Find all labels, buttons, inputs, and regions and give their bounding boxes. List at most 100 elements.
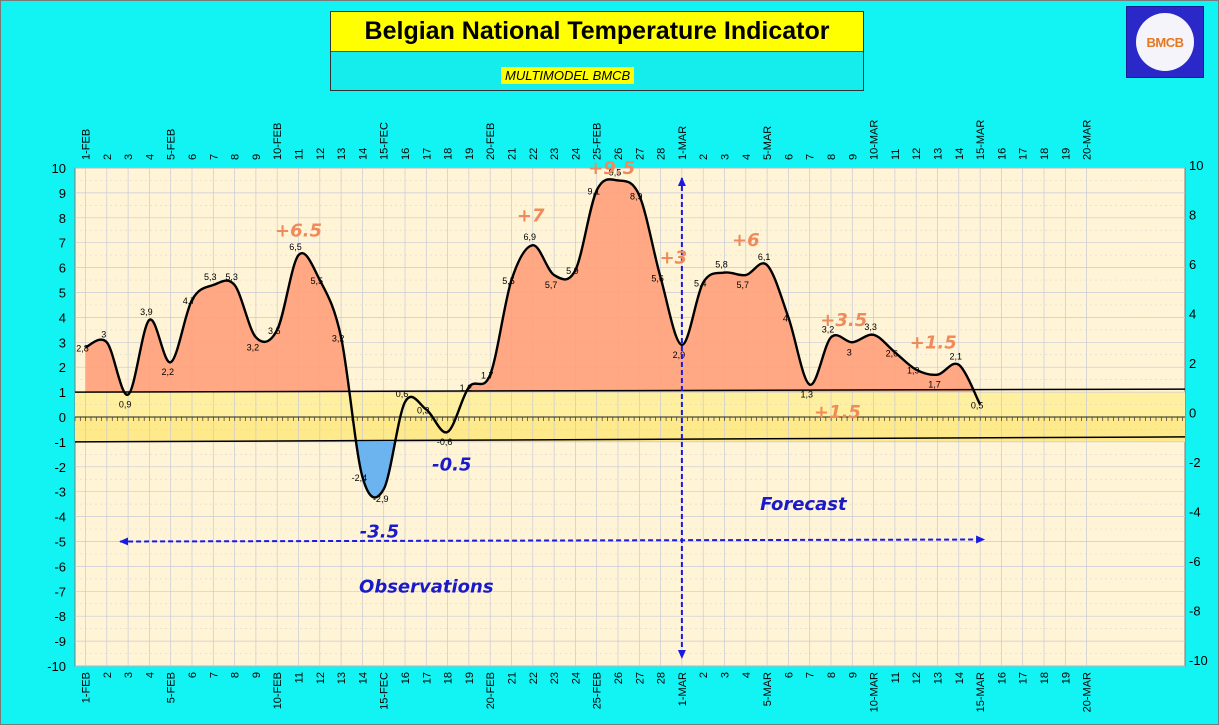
x-tick-label-bottom: 20-MAR (1082, 672, 1094, 712)
data-label: 5,9 (566, 266, 579, 276)
data-label: -2,9 (373, 494, 389, 504)
x-tick-label-bottom: 16 (996, 672, 1008, 684)
data-label: 6,5 (289, 242, 302, 252)
data-label: 1,9 (907, 366, 920, 376)
bmcb-logo: BMCB (1126, 6, 1204, 78)
x-tick-label-top: 16 (996, 148, 1008, 160)
data-label: 1,7 (481, 371, 494, 381)
x-tick-label-top: 20-MAR (1082, 120, 1094, 160)
data-label: 1,7 (928, 380, 941, 390)
data-label: 3,2 (332, 333, 345, 343)
chart-title: Belgian National Temperature Indicator (364, 17, 830, 45)
y-tick-label-left: -10 (47, 659, 66, 674)
x-tick-label-top: 8 (230, 154, 242, 160)
x-tick-label-top: 1-FEB (81, 129, 93, 160)
title-box: Belgian National Temperature Indicator M… (330, 11, 864, 91)
x-tick-label-top: 1-MAR (677, 126, 689, 160)
x-tick-label-bottom: 18 (443, 672, 455, 684)
chart-subtitle: MULTIMODEL BMCB (501, 67, 635, 84)
data-label: -2,4 (352, 473, 368, 483)
x-tick-label-bottom: 3 (123, 672, 135, 678)
x-tick-label-top: 7 (805, 154, 817, 160)
x-tick-label-bottom: 4 (741, 672, 753, 678)
x-tick-label-bottom: 1-FEB (81, 672, 93, 703)
x-tick-label-bottom: 27 (634, 672, 646, 684)
annotation-label: Observations (359, 576, 494, 597)
x-tick-label-top: 7 (208, 154, 220, 160)
x-tick-label-bottom: 21 (507, 672, 519, 684)
x-tick-label-bottom: 15-FEC (379, 672, 391, 710)
x-tick-label-bottom: 6 (783, 672, 795, 678)
data-label: 6,9 (524, 232, 537, 242)
logo-circle: BMCB (1136, 13, 1194, 71)
x-tick-label-bottom: 9 (847, 672, 859, 678)
annotation-label: +6.5 (275, 220, 322, 241)
y-tick-label-left: -8 (54, 609, 66, 624)
x-tick-label-bottom: 28 (656, 672, 668, 684)
x-tick-label-top: 22 (528, 148, 540, 160)
x-tick-label-top: 27 (634, 148, 646, 160)
x-axis-bottom: 1-FEB 2 3 4 5-FEB 6 7 8 9 10-FEB 11 12 13 14 15-FEC 16 1… (81, 672, 1094, 712)
x-tick-label-top: 4 (741, 154, 753, 160)
y-tick-label-left: 10 (52, 161, 66, 176)
y-tick-label-left: 1 (59, 385, 66, 400)
x-tick-label-top: 13 (336, 148, 348, 160)
x-tick-label-bottom: 2 (102, 672, 114, 678)
y-tick-label-left: -3 (54, 485, 66, 500)
annotation-label: +1.5 (910, 332, 957, 353)
x-tick-label-top: 28 (656, 148, 668, 160)
x-tick-label-top: 2 (102, 154, 114, 160)
x-tick-label-bottom: 19 (464, 672, 476, 684)
x-tick-label-top: 14 (357, 148, 369, 160)
y-tick-label-left: 4 (59, 310, 66, 325)
x-tick-label-top: 3 (720, 154, 732, 160)
data-label: 0,9 (119, 400, 132, 410)
data-label: 3,9 (140, 307, 153, 317)
x-tick-label-top: 18 (443, 148, 455, 160)
x-tick-label-top: 4 (144, 154, 156, 160)
x-tick-label-top: 15-FEC (379, 122, 391, 160)
x-tick-label-top: 18 (1039, 148, 1051, 160)
y-tick-label-left: -6 (54, 559, 66, 574)
data-label: 0,6 (396, 389, 409, 399)
x-tick-label-bottom: 17 (421, 672, 433, 684)
temperature-curve (84, 178, 982, 499)
x-tick-label-top: 15-MAR (975, 120, 987, 160)
x-tick-label-top: 12 (315, 148, 327, 160)
y-tick-label-right: 4 (1189, 307, 1196, 322)
data-label: 3 (847, 347, 852, 357)
x-tick-label-top: 16 (400, 148, 412, 160)
data-label: 5,3 (225, 272, 238, 282)
x-tick-label-bottom: 11 (294, 672, 306, 683)
title-band: Belgian National Temperature Indicator (331, 12, 863, 52)
x-tick-label-top: 17 (421, 148, 433, 160)
x-tick-label-top: 21 (507, 148, 519, 160)
x-tick-label-bottom: 26 (613, 672, 625, 684)
x-tick-label-bottom: 20-FEB (485, 672, 497, 709)
data-label: 4 (783, 313, 788, 323)
x-tick-label-top: 11 (890, 149, 902, 160)
y-tick-label-right: -2 (1189, 455, 1201, 470)
x-tick-label-bottom: 5-FEB (166, 672, 178, 703)
data-label: 3,3 (864, 322, 877, 332)
annotation-label: -0.5 (432, 454, 471, 475)
x-tick-label-bottom: 6 (187, 672, 199, 678)
x-tick-label-top: 5-MAR (762, 126, 774, 160)
y-tick-label-left: -5 (54, 535, 66, 550)
data-label: 4,7 (183, 296, 196, 306)
x-tick-label-top: 13 (933, 148, 945, 160)
annotation-label: Forecast (760, 494, 848, 515)
x-tick-label-bottom: 10-MAR (869, 672, 881, 712)
data-label: 5,5 (502, 276, 515, 286)
data-label: 5,4 (694, 279, 707, 289)
x-tick-label-bottom: 17 (1018, 672, 1030, 684)
x-tick-label-bottom: 16 (400, 672, 412, 684)
data-label: 3,2 (822, 324, 835, 334)
period-arrow (119, 535, 986, 546)
x-tick-label-bottom: 4 (144, 672, 156, 678)
x-tick-label-bottom: 23 (549, 672, 561, 684)
x-tick-label-bottom: 5-MAR (762, 672, 774, 706)
data-label: 2,6 (886, 348, 899, 358)
x-tick-label-top: 23 (549, 148, 561, 160)
data-label: 5,7 (545, 280, 558, 290)
